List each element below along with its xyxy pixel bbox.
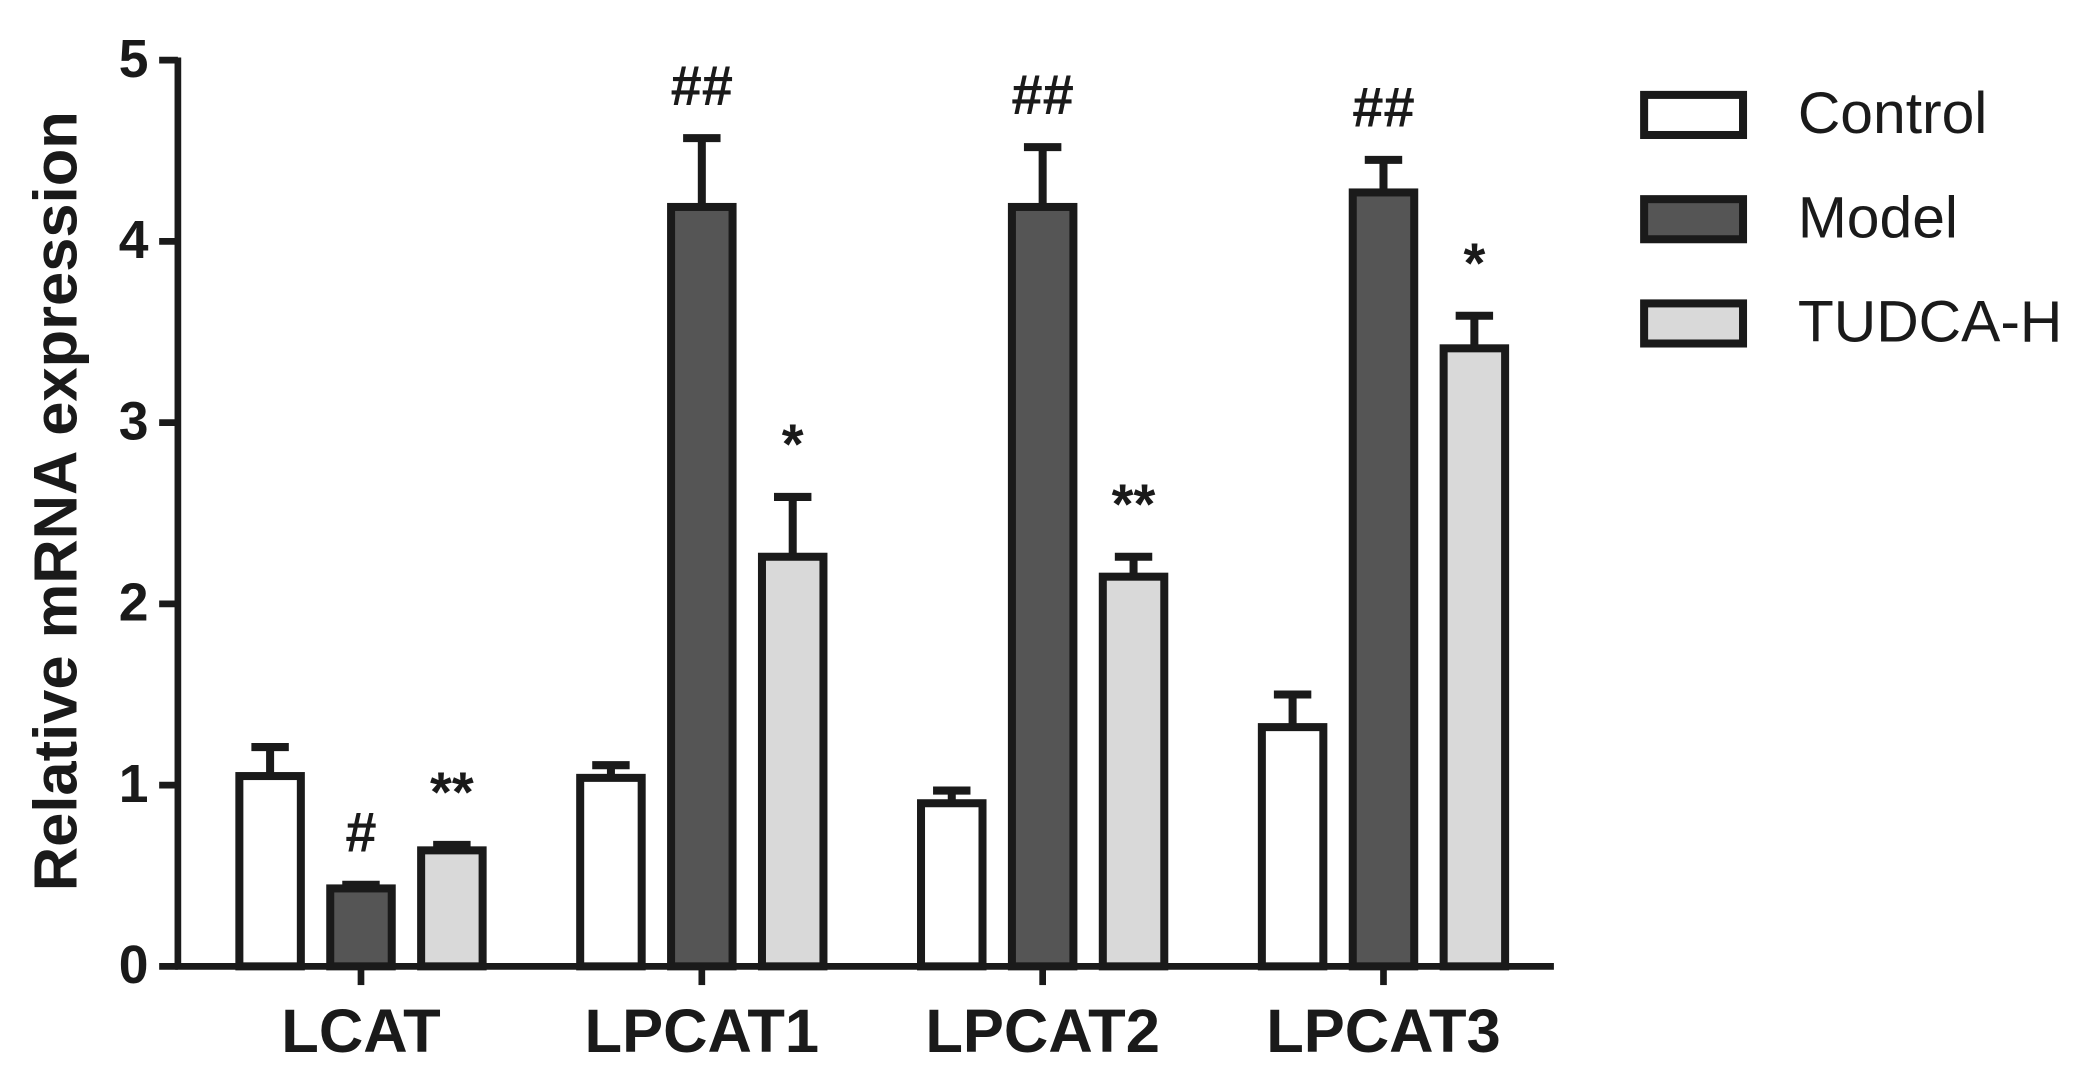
bar xyxy=(576,773,646,971)
y-tick-label: 0 xyxy=(119,936,149,995)
y-axis-title: Relative mRNA expression xyxy=(21,111,90,891)
y-tick-label: 2 xyxy=(119,574,149,633)
x-tick-label: LPCAT2 xyxy=(925,997,1160,1066)
bar xyxy=(757,552,828,971)
legend-swatch xyxy=(1640,195,1748,244)
y-tick-label: 4 xyxy=(119,211,149,270)
x-tick-label: LPCAT1 xyxy=(585,997,820,1066)
bar xyxy=(417,846,487,971)
significance-marker: ## xyxy=(1352,76,1414,139)
significance-marker: * xyxy=(1463,231,1485,294)
legend-label: Control xyxy=(1798,81,1988,146)
legend-label: Model xyxy=(1798,185,1958,250)
significance-marker: # xyxy=(345,801,376,864)
bar xyxy=(326,884,396,971)
legend-swatch xyxy=(1640,299,1748,348)
y-tick-label: 1 xyxy=(119,755,149,814)
bar xyxy=(235,772,305,971)
significance-marker: ## xyxy=(1011,63,1073,126)
bar xyxy=(1098,572,1169,971)
bar xyxy=(1257,723,1328,971)
bar xyxy=(667,202,737,971)
significance-marker: ** xyxy=(1112,472,1156,535)
bar xyxy=(917,799,987,971)
bar xyxy=(1348,188,1419,971)
legend-label: TUDCA-H xyxy=(1798,290,2063,355)
significance-marker: ## xyxy=(671,54,733,117)
x-tick-label: LCAT xyxy=(281,997,440,1066)
x-tick-label: LPCAT3 xyxy=(1266,997,1501,1066)
legend-swatch xyxy=(1640,90,1748,140)
significance-marker: * xyxy=(782,413,804,476)
y-tick-label: 3 xyxy=(119,392,149,451)
y-tick-label: 5 xyxy=(119,30,149,89)
significance-marker: ** xyxy=(430,761,474,824)
bar xyxy=(1007,202,1078,971)
bar xyxy=(1439,344,1510,971)
